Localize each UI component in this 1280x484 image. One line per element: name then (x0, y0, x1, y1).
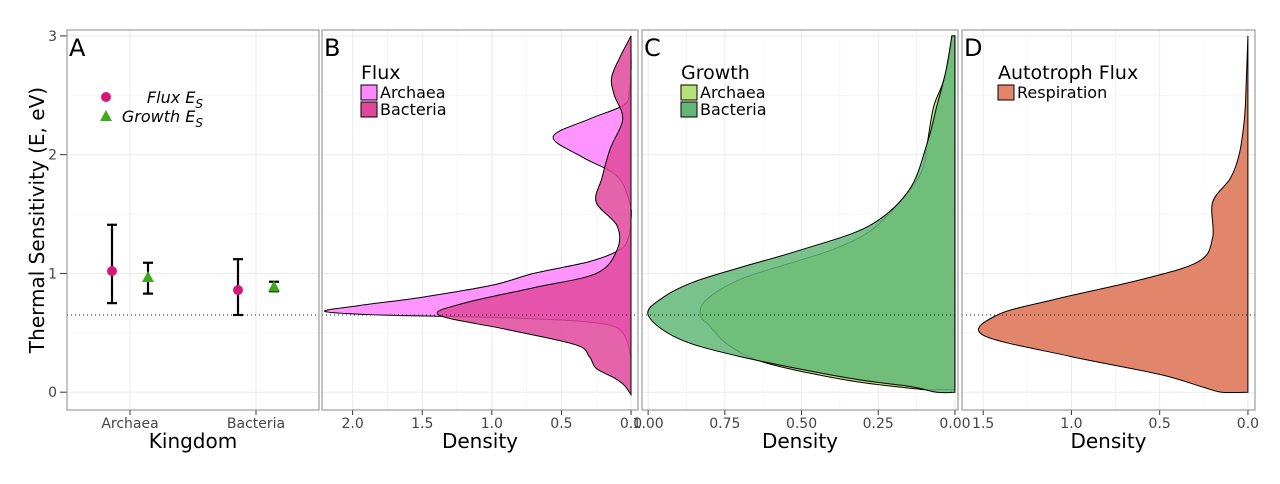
legend-label-sub: S (195, 116, 203, 130)
x-tick-label: Archaea (101, 416, 158, 432)
y-tick-label: 0 (48, 385, 57, 401)
legend-label: Bacteria (700, 100, 767, 119)
legend-label-sub: S (195, 97, 203, 111)
legend-label: Respiration (1017, 83, 1107, 102)
x-axis-title: Density (1070, 429, 1146, 453)
y-tick-label: 3 (48, 29, 57, 45)
legend-label-main: Flux E (147, 88, 196, 107)
y-tick-label: 2 (48, 148, 57, 164)
legend-label: Bacteria (380, 100, 447, 119)
legend-title: Autotroph Flux (998, 62, 1138, 84)
data-point-circle (107, 266, 117, 277)
x-axis-title: Density (762, 429, 838, 453)
legend-label: Archaea (380, 83, 446, 102)
legend-title: Flux (361, 62, 401, 84)
data-point-triangle (142, 271, 154, 282)
x-tick-label: 0.5 (550, 416, 572, 432)
panel-border (66, 29, 320, 411)
x-tick-label: 0.50 (786, 416, 817, 432)
legend-title: Growth (681, 62, 750, 84)
x-tick-label: 0.25 (863, 416, 894, 432)
legend-label-main: Growth E (122, 107, 196, 126)
density-area (978, 35, 1249, 394)
x-tick-label: 1.0 (481, 416, 503, 432)
data-point-circle (233, 285, 243, 296)
data-point-triangle (268, 280, 280, 292)
x-tick-label: 2.0 (341, 416, 363, 432)
x-tick-label: 1.5 (411, 416, 433, 432)
x-tick-label: 1.00 (633, 416, 664, 432)
panel-background (67, 30, 319, 410)
x-axis-title: Density (442, 429, 518, 453)
legend-key (680, 101, 698, 118)
x-tick-label: 1.5 (972, 416, 994, 432)
legend-key-triangle (100, 110, 112, 121)
legend-key (360, 101, 378, 118)
legend-label: Flux ES (147, 88, 203, 111)
legend-key-circle (101, 92, 111, 102)
legend-label: Archaea (700, 83, 766, 102)
x-tick-label: 1.0 (1060, 416, 1082, 432)
legend-label: Growth ES (122, 107, 203, 130)
panel-letter-d: D (964, 34, 982, 62)
y-tick-label: 1 (48, 266, 57, 282)
panel-border (641, 29, 959, 411)
panel-border (961, 29, 1256, 411)
legend-key (360, 84, 378, 101)
density-area (436, 35, 632, 397)
panel-letter-c: C (644, 34, 661, 62)
y-axis-title: Thermal Sensitivity (E, eV) (25, 87, 49, 354)
panel-border (321, 29, 639, 411)
density-area (647, 35, 956, 394)
x-tick-label: 0.5 (1149, 416, 1171, 432)
x-tick-label: 0.75 (709, 416, 740, 432)
x-tick-label: 0.00 (939, 416, 970, 432)
panel-letter-a: A (69, 34, 86, 62)
x-tick-label: 0.0 (620, 416, 642, 432)
legend-key (997, 84, 1015, 101)
panel-letter-b: B (324, 34, 340, 62)
x-tick-label: 0.0 (1237, 416, 1259, 432)
x-tick-label: Bacteria (227, 416, 285, 432)
legend-key (680, 84, 698, 101)
x-axis-title: Kingdom (149, 429, 237, 453)
